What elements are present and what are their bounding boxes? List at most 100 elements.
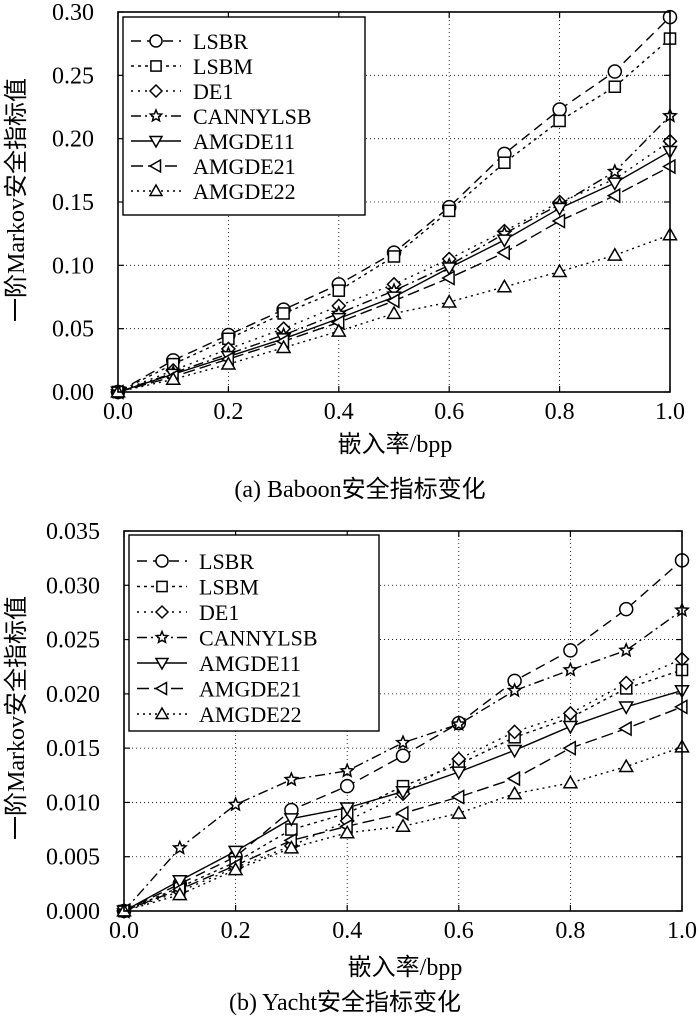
data-point [498,156,511,170]
data-point [618,601,634,617]
legend-entry-lsbm: LSBM [137,575,259,600]
legend-marker [154,629,170,644]
data-point [553,114,566,128]
data-point [506,682,523,698]
y-tick-label: 0.030 [46,573,100,599]
data-point [608,80,622,94]
legend-marker [155,554,169,568]
y-tick-label: 0.010 [46,790,100,816]
data-point [562,720,579,735]
data-point [618,641,635,658]
y-tick-label: 0.30 [52,0,94,26]
data-point [172,874,188,889]
data-point [227,796,244,812]
data-point [507,724,523,740]
legend-entry-amgde22: AMGDE22 [131,179,296,204]
legend-entry-lsbr: LSBR [137,549,254,574]
data-point [451,751,467,767]
chart-panel-b: 0.0 0.2 0.4 0.6 0.8 1.0 0.000 0.005 0.010 0.015 0.… [3,519,697,1016]
chart-panel-a: 0.0 0.2 0.4 0.6 0.8 1.0 0.00 0.05 0.10 0.15 0.20 0.… [3,0,685,503]
data-point [506,744,523,759]
x-tick-label: 0.4 [332,918,362,944]
plot-frame [123,530,683,912]
series-amgde22 [110,226,678,398]
series-cannylsb [115,601,691,918]
data-point [496,278,513,293]
legend-entry-amgde22: AMGDE22 [137,702,302,727]
x-tick-label: 0.8 [545,399,575,425]
data-point [395,748,411,763]
y-tick-label: 0.25 [52,63,94,89]
y-tick-label: 0.00 [52,380,94,406]
data-point [331,323,347,337]
series-amgde22 [116,739,690,917]
data-point [562,774,579,789]
legend-entry-de1: DE1 [137,600,239,625]
data-point [450,789,465,805]
legend-marker [148,108,164,123]
legend-marker [149,34,163,48]
data-point [451,805,467,819]
legend-label: LSBM [193,54,253,79]
data-point [661,158,676,175]
legend-label: DE1 [199,600,239,625]
data-point [551,213,566,229]
legend-label: AMGDE21 [193,154,296,179]
y-tick-label: 0.000 [46,899,100,925]
legend-marker [154,681,168,696]
y-tick-label: 0.035 [46,519,100,545]
data-point [450,715,467,732]
data-point [562,740,577,756]
legend-box [128,534,380,732]
y-axis-label: 一阶Markov安全指标值 [3,596,30,840]
legend-entry-amgde11: AMGDE11 [137,651,301,676]
data-point [171,839,188,855]
data-point [441,262,457,276]
legend-label: LSBR [193,29,248,54]
data-point [283,771,300,787]
data-point [394,805,409,822]
legend-entry-amgde21: AMGDE21 [137,677,302,702]
legend-label: AMGDE22 [199,702,302,727]
legend-label: AMGDE21 [199,677,302,702]
data-point [551,263,568,278]
legend-label: CANNYLSB [199,626,318,651]
data-point [606,163,623,179]
data-point [339,762,356,778]
data-point [607,64,623,79]
legend-marker [148,83,164,99]
data-point [506,770,521,787]
data-point [220,356,237,370]
x-tick-label: 0.4 [324,399,354,425]
data-point [394,734,412,750]
data-point [339,778,355,794]
data-point [563,643,578,658]
data-point [441,294,457,308]
y-tick-label: 0.15 [52,190,94,216]
legend-label: LSBM [199,575,259,600]
legend-entry-amgde21: AMGDE21 [131,154,296,179]
x-tick-label: 0.0 [109,918,139,944]
data-point [442,204,456,218]
legend-marker [154,604,170,620]
data-point [552,102,567,117]
data-point [385,293,400,309]
data-point [618,701,634,715]
legend-label: CANNYLSB [193,104,312,129]
data-point [275,339,292,354]
x-tick-label: 0.0 [103,399,133,425]
data-point [496,234,513,249]
data-point [562,661,579,677]
legend-entry-cannylsb: CANNYLSB [137,626,318,651]
data-point [551,202,568,217]
legend-label: AMGDE11 [199,651,301,676]
x-tick-label: 1.0 [655,399,685,425]
legend-entry-cannylsb: CANNYLSB [131,104,312,129]
y-tick-label: 0.05 [52,317,94,343]
legend-marker [154,706,170,720]
y-tick-label: 0.025 [46,628,100,654]
data-point [395,785,411,800]
legend-entry-de1: DE1 [131,79,233,104]
